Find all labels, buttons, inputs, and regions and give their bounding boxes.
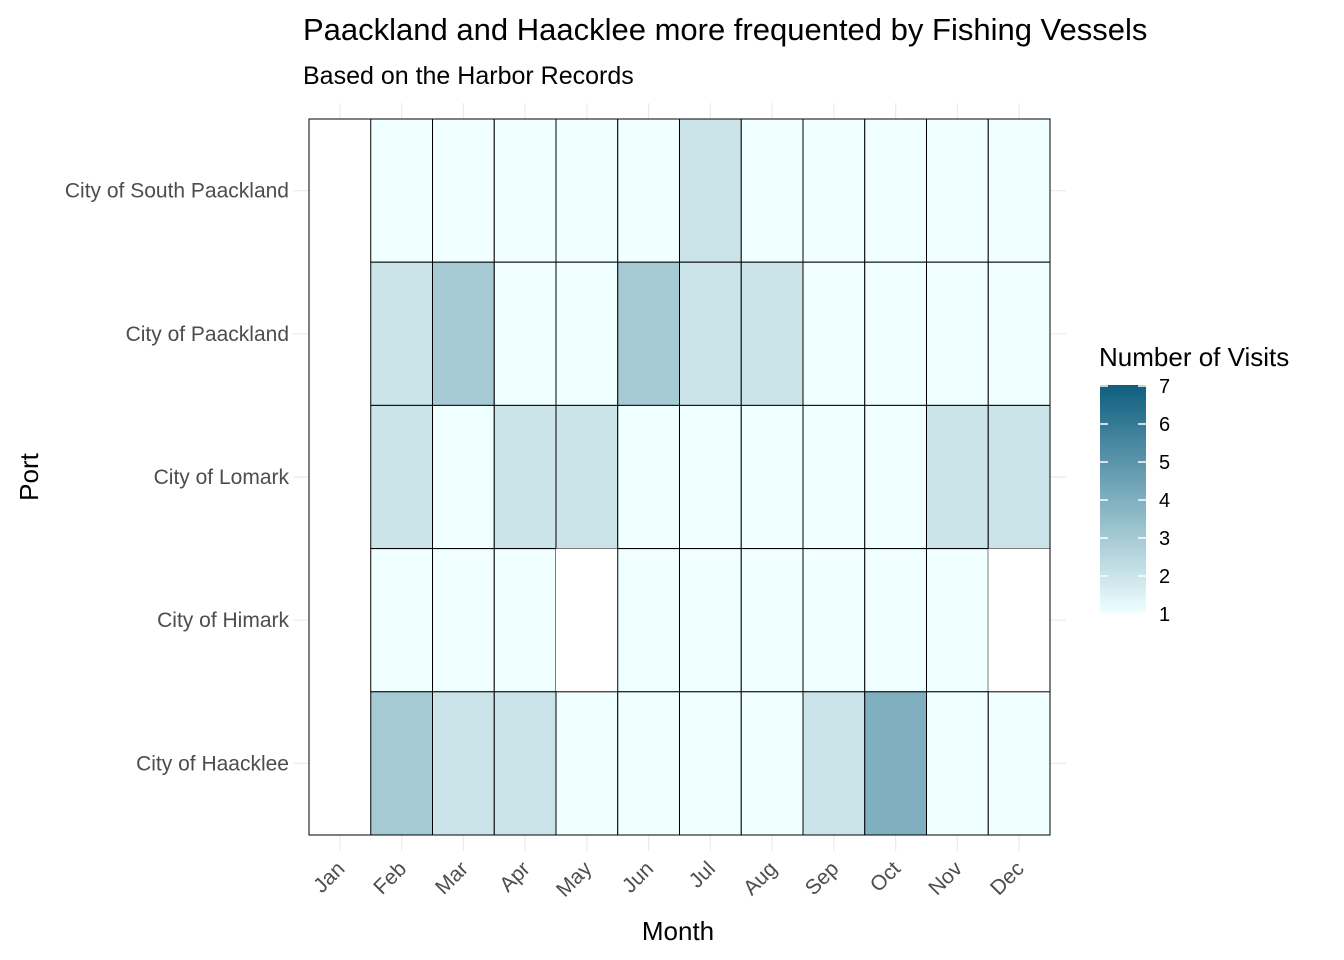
heatmap-tile [987,404,1051,550]
heatmap-tile [309,405,371,549]
heatmap-tile [617,118,680,263]
heatmap-tile [864,548,927,693]
heatmap-tile [370,118,433,263]
heatmap-tile [740,548,804,693]
heatmap-tile [617,261,680,406]
heatmap-tile [987,118,1051,263]
heatmap-tile [988,548,1050,692]
heatmap-tile [555,261,619,406]
heatmap-tile [309,119,371,263]
heatmap-tile [309,262,371,406]
legend-tick-label: 2 [1159,566,1170,588]
y-axis-ticks: City of South Paackland City of Paackland… [65,180,290,776]
x-tick-label: Oct [866,857,905,896]
x-tick-label: Apr [495,857,534,896]
legend-title: Number of Visits [1099,342,1289,372]
heatmap-tile [864,261,927,406]
heatmap-tile [370,261,433,406]
heatmap-tile [802,691,866,836]
heatmap-tile [432,404,495,550]
heatmap-tile [802,404,866,550]
x-tick-label: Jan [309,857,349,897]
heatmap-tile [926,404,989,550]
heatmap-tile [740,118,804,263]
heatmap-tile [679,118,742,263]
legend-tick-label: 3 [1159,528,1170,550]
heatmap-tile [370,548,433,693]
heatmap-tile [802,548,866,693]
heatmap-tile [309,691,371,835]
heatmap-tile [864,404,927,550]
y-axis-label: Port [14,452,44,500]
heatmap-tile [493,548,557,693]
heatmap-tile [432,548,495,693]
legend-tick-label: 6 [1159,414,1170,436]
heatmap-tile [617,691,680,836]
heatmap-tile [864,118,927,263]
heatmap-tile [802,118,866,263]
heatmap-tile [493,691,557,836]
chart-title: Paackland and Haacklee more frequented b… [303,12,1147,47]
x-tick-label: Dec [986,857,1029,900]
heatmap-tile [370,404,433,550]
x-axis-label: Month [642,916,714,946]
y-tick-label: City of Haacklee [136,752,289,775]
heatmap-tile [493,118,557,263]
heatmap-tile [555,691,619,836]
heatmap-tile [309,548,371,692]
heatmap-tile [617,548,680,693]
heatmap-tile [987,691,1051,836]
heatmap-tile [679,691,742,836]
heatmap-tile [679,548,742,693]
x-tick-label: Aug [739,857,782,900]
heatmap-tiles [308,118,1051,836]
heatmap-tile [493,404,557,550]
legend-tick-label: 7 [1159,376,1170,398]
chart-subtitle: Based on the Harbor Records [303,62,634,90]
heatmap-tile [679,261,742,406]
x-tick-label: Nov [924,857,967,900]
y-tick-label: City of Lomark [154,466,290,489]
heatmap-tile [864,691,927,836]
heatmap-tile [556,548,618,692]
heatmap-tile [740,404,804,550]
heatmap-tile [802,261,866,406]
y-tick-label: City of South Paackland [65,180,289,203]
heatmap-tile [432,118,495,263]
heatmap-tile [555,404,619,550]
x-tick-label: Sep [801,857,844,900]
plot-border [308,118,1051,836]
heatmap-tile [926,261,989,406]
heatmap-tile [987,261,1051,406]
heatmap-tile [617,404,680,550]
legend: Number of Visits 1 2 3 4 5 6 7 [1099,342,1289,626]
x-axis-ticks: Jan Feb Mar Apr May Jun Jul Aug Sep Oct Nov Dec [309,857,1028,902]
heatmap-tile [679,404,742,550]
heatmap-tile [493,261,557,406]
legend-ticks: 1 2 3 4 5 6 7 [1100,376,1170,626]
y-tick-label: City of Paackland [126,323,289,346]
x-tick-label: May [552,857,597,902]
heatmap-tile [926,691,989,836]
heatmap-tile [555,118,619,263]
x-tick-label: Mar [431,857,473,899]
x-tick-label: Jun [618,857,658,897]
heatmap-tile [926,118,989,263]
heatmap-tile [926,548,989,693]
heatmap-tile [740,261,804,406]
heatmap-tile [370,691,433,836]
heatmap-tile [432,691,495,836]
legend-tick-label: 1 [1159,604,1170,626]
y-tick-label: City of Himark [157,609,289,632]
x-tick-label: Jul [685,857,720,892]
legend-tick-label: 4 [1159,490,1170,512]
heatmap-tile [432,261,495,406]
legend-tick-label: 5 [1159,452,1170,474]
x-tick-label: Feb [369,857,411,899]
heatmap-tile [740,691,804,836]
